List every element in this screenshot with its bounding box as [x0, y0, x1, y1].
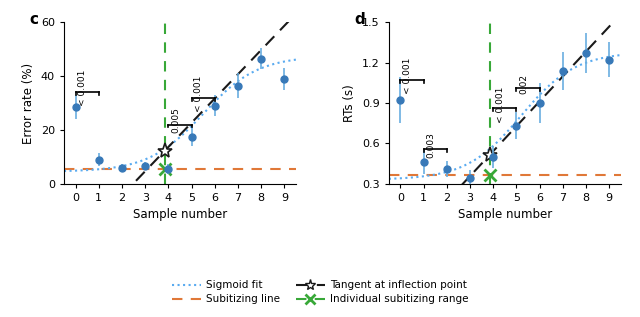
Text: < 0.001: < 0.001 — [194, 75, 204, 112]
Text: 0.005: 0.005 — [171, 107, 180, 133]
Text: c: c — [29, 12, 38, 28]
Text: < 0.001: < 0.001 — [78, 70, 87, 107]
Text: 0.003: 0.003 — [426, 132, 435, 158]
Text: d: d — [354, 12, 365, 28]
Text: < 0.001: < 0.001 — [403, 58, 412, 94]
Y-axis label: RTs (s): RTs (s) — [344, 84, 356, 122]
Text: < 0.001: < 0.001 — [496, 86, 505, 123]
Y-axis label: Error rate (%): Error rate (%) — [22, 62, 35, 144]
X-axis label: Sample number: Sample number — [133, 209, 227, 222]
Text: 0.02: 0.02 — [519, 74, 528, 94]
Legend: Sigmoid fit, Subitizing line, Tangent at inflection point, Individual subitizing: Sigmoid fit, Subitizing line, Tangent at… — [168, 276, 472, 309]
X-axis label: Sample number: Sample number — [458, 209, 552, 222]
